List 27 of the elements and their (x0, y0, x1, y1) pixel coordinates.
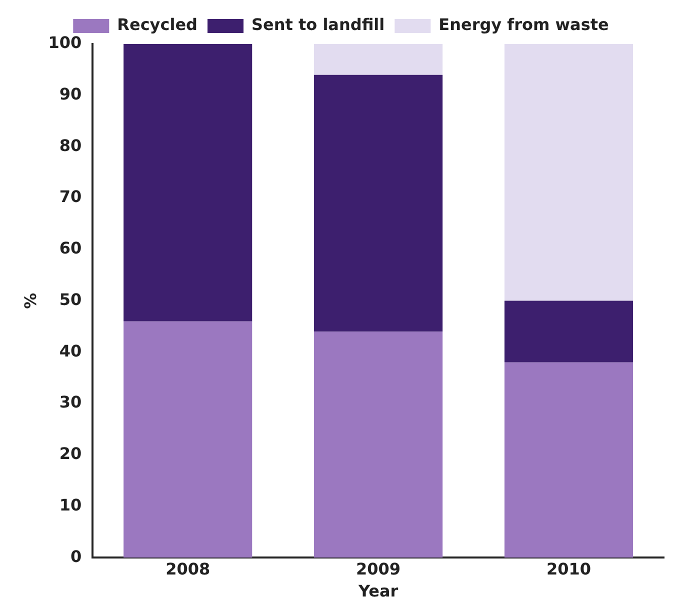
bar (314, 44, 443, 75)
x-axis-title: Year (357, 582, 398, 601)
bar (124, 44, 252, 322)
x-tick-label: 2008 (166, 559, 210, 578)
bar (314, 332, 443, 558)
y-tick-label: 30 (59, 392, 82, 412)
bar (314, 74, 443, 332)
y-tick-label: 100 (48, 33, 82, 52)
x-tick-label: 2010 (546, 559, 592, 578)
y-tick-label: 60 (59, 238, 82, 258)
y-axis-title: % (20, 292, 40, 309)
y-tick-label: 90 (59, 84, 82, 104)
y-tick-label: 40 (59, 341, 82, 360)
bar (504, 300, 634, 362)
y-tick-label: 0 (70, 546, 82, 566)
x-tick-label: 2009 (356, 559, 401, 578)
y-tick-label: 10 (59, 495, 82, 514)
y-tick-label: 70 (59, 187, 82, 206)
bar (504, 44, 634, 301)
legend-label: Energy from waste (438, 15, 610, 34)
y-tick-label: 20 (59, 444, 82, 464)
y-tick-label: 80 (59, 136, 82, 155)
bar (124, 321, 252, 558)
legend-label: Recycled (117, 15, 198, 34)
bar (504, 362, 634, 558)
legend-label: Sent to landfill (252, 15, 385, 34)
y-tick-label: 50 (59, 290, 82, 309)
